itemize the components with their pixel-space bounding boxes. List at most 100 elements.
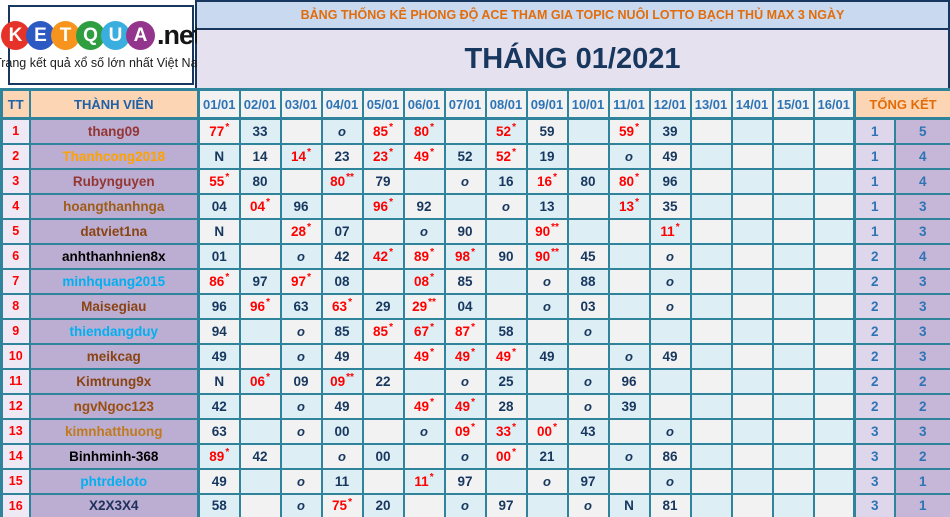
- table-row: 14 Binhminh-368 89* 42 o 00 o 00* 21 o 86 3 2: [0, 442, 950, 470]
- value-cell: [812, 467, 856, 495]
- date-column-header: 11/01: [607, 88, 651, 120]
- total-1-cell: 1: [853, 167, 896, 195]
- table-row: 11 Kimtrung9x N 06* 09 09** 22 o 25 o 96 2 2: [0, 367, 950, 395]
- skip-marker: o: [297, 248, 305, 264]
- value-cell: 00*: [525, 417, 569, 445]
- winning-number: 52*: [496, 122, 516, 139]
- winning-number: 00*: [537, 422, 557, 439]
- value-cell: 03: [566, 292, 610, 320]
- skip-marker: o: [584, 498, 592, 514]
- skip-marker: o: [297, 398, 305, 414]
- value-cell: [689, 492, 733, 517]
- played-number: 90: [498, 248, 514, 264]
- value-cell: 49*: [402, 142, 446, 170]
- value-cell: 52*: [484, 142, 528, 170]
- played-number: 42: [252, 448, 268, 464]
- value-cell: [238, 317, 282, 345]
- winning-number: 90**: [535, 247, 559, 264]
- value-cell: o: [648, 242, 692, 270]
- skip-marker: o: [297, 498, 305, 514]
- value-cell: [689, 467, 733, 495]
- winning-number: 96*: [373, 197, 393, 214]
- member-name: kimnhatthuong: [28, 417, 200, 445]
- value-cell: N: [197, 367, 241, 395]
- skip-marker: o: [461, 173, 469, 189]
- value-cell: [607, 417, 651, 445]
- skip-marker: o: [666, 248, 674, 264]
- value-cell: [771, 467, 815, 495]
- star-icon: *: [225, 272, 230, 283]
- value-cell: [689, 367, 733, 395]
- played-number: 33: [252, 123, 268, 139]
- value-cell: [689, 117, 733, 145]
- star-icon: *: [430, 272, 434, 283]
- tt-column-header: TT: [0, 88, 31, 120]
- value-cell: [771, 392, 815, 420]
- total-1-cell: 3: [853, 467, 896, 495]
- value-cell: 49*: [443, 392, 487, 420]
- value-cell: o: [279, 242, 323, 270]
- value-cell: 80**: [320, 167, 364, 195]
- table-row: 12 ngvNgoc123 42 o 49 49* 49* 28 o 39 2 2: [0, 392, 950, 420]
- value-cell: [484, 292, 528, 320]
- value-cell: 96: [648, 167, 692, 195]
- value-cell: 86*: [197, 267, 241, 295]
- star-icon: *: [635, 172, 639, 183]
- skip-marker: o: [584, 373, 592, 389]
- played-number: 85: [334, 323, 350, 339]
- value-cell: 58: [484, 317, 528, 345]
- total-1-cell: 1: [853, 142, 896, 170]
- value-cell: 33*: [484, 417, 528, 445]
- value-cell: [730, 392, 774, 420]
- row-number: 2: [0, 142, 31, 170]
- value-cell: o: [648, 267, 692, 295]
- value-cell: [238, 392, 282, 420]
- value-cell: o: [566, 392, 610, 420]
- value-cell: 14: [238, 142, 282, 170]
- value-cell: 92: [402, 192, 446, 220]
- value-cell: 85*: [361, 317, 405, 345]
- month-title: THÁNG 01/2021: [464, 42, 681, 75]
- value-cell: o: [648, 467, 692, 495]
- value-cell: 89*: [402, 242, 446, 270]
- value-cell: 49*: [402, 392, 446, 420]
- value-cell: [730, 417, 774, 445]
- played-number: 63: [211, 423, 227, 439]
- value-cell: 11: [320, 467, 364, 495]
- value-cell: 25: [484, 367, 528, 395]
- star-icon: **: [428, 297, 436, 308]
- value-cell: N: [197, 142, 241, 170]
- star-icon: *: [389, 122, 393, 134]
- played-number: 09: [293, 373, 309, 389]
- value-cell: 96: [607, 367, 651, 395]
- value-cell: [730, 267, 774, 295]
- star-icon: *: [348, 297, 352, 308]
- played-number: 04: [457, 298, 473, 314]
- row-number: 7: [0, 267, 31, 295]
- star-icon: *: [307, 147, 311, 158]
- value-cell: [484, 267, 528, 295]
- value-cell: o: [607, 342, 651, 370]
- skip-marker: o: [625, 148, 633, 164]
- value-cell: 19: [525, 142, 569, 170]
- value-cell: [648, 367, 692, 395]
- played-number: 97: [498, 498, 514, 514]
- value-cell: 16: [484, 167, 528, 195]
- value-cell: [771, 242, 815, 270]
- value-cell: [730, 242, 774, 270]
- played-number: 42: [211, 398, 227, 414]
- played-number: 19: [539, 148, 555, 164]
- value-cell: 00*: [484, 442, 528, 470]
- value-cell: 96: [279, 192, 323, 220]
- value-cell: [812, 417, 856, 445]
- star-icon: *: [635, 122, 639, 134]
- value-cell: 16*: [525, 167, 569, 195]
- topic-title-banner: BẢNG THỐNG KÊ PHONG ĐỘ ACE THAM GIA TOPI…: [197, 0, 950, 30]
- value-cell: [812, 492, 856, 517]
- total-2-cell: 3: [893, 217, 950, 245]
- winning-number: 28*: [291, 222, 311, 239]
- played-number: 00: [375, 448, 391, 464]
- winning-number: 49*: [455, 347, 475, 364]
